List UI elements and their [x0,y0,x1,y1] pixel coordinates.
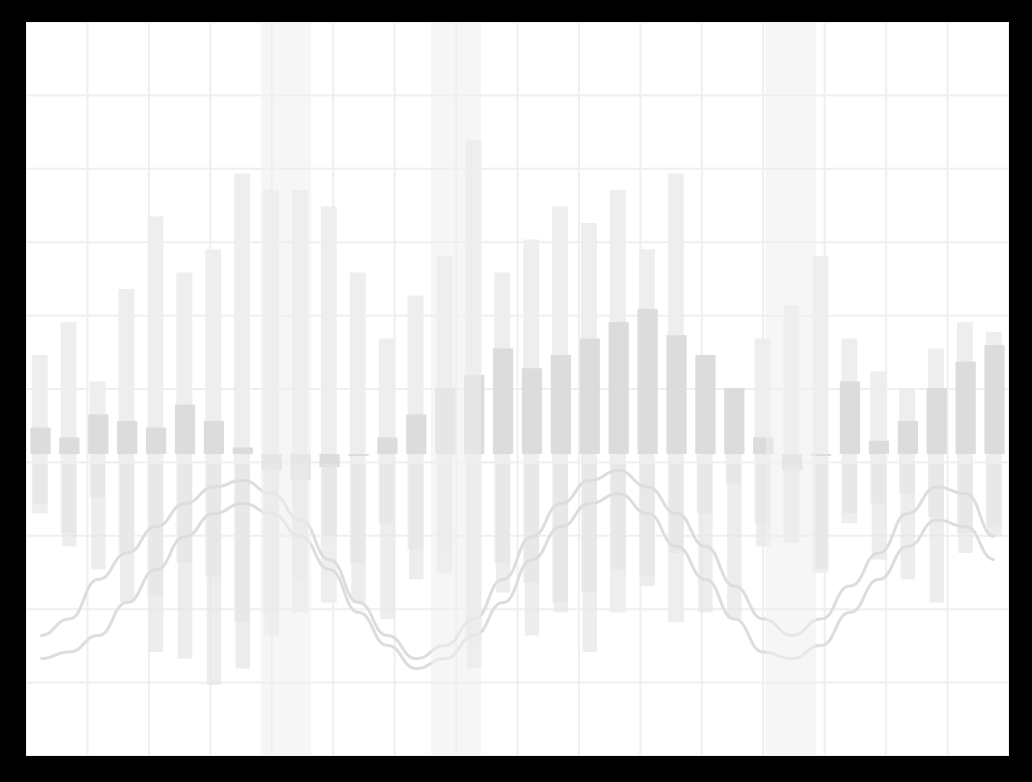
bar-negative [871,464,887,560]
bar [926,388,947,454]
bar [839,381,861,454]
bar-negative [206,464,222,685]
bar [637,308,658,454]
bar-negative [698,464,713,613]
bar [319,454,340,468]
bar-negative [900,464,916,580]
bar-negative [727,464,742,619]
bar [955,361,976,454]
bar-negative [524,464,540,636]
chart-panel [26,22,1009,756]
vertical-band [766,22,816,756]
bar-negative [177,464,193,659]
bar [406,414,427,454]
bar [232,447,253,454]
bar-negative [669,464,684,553]
bar-negative [929,464,944,603]
bar [30,427,51,454]
bar-negative [987,464,1002,537]
bar [666,335,687,454]
vertical-band [431,22,481,756]
bar [377,437,398,454]
wave-curves [40,468,995,671]
bar-negative [640,464,655,586]
bar-negative [33,464,48,504]
bar-negative [351,464,366,603]
bar-negative [148,464,164,652]
bar [59,437,80,454]
vertical-band [261,22,311,756]
bar [203,421,225,454]
bar [984,345,1005,454]
bar-negative [409,464,424,580]
bar-negative [322,464,337,537]
bar-negative [235,464,251,669]
bar [810,454,832,456]
bar [117,421,138,454]
bar [897,421,918,454]
bar [550,355,571,454]
bar-negative [813,464,829,570]
bar [521,368,543,454]
bar [174,404,196,454]
bar [608,322,629,454]
bar [868,440,890,454]
bar-negative [611,464,626,570]
bar [348,454,369,456]
bar [492,348,514,454]
vertical-bands [261,22,816,756]
bar [724,388,745,454]
bar-negative [119,464,135,603]
bar-negative [380,464,395,619]
bar-background [320,206,337,603]
chart-grid [26,22,1009,756]
bar [145,427,167,454]
bar-negative [582,464,598,652]
bar-negative [495,464,511,593]
bar-negative [553,464,569,613]
bar [88,414,109,454]
bar-negative [91,464,106,570]
bar-negative [62,464,77,547]
series-line [40,492,995,671]
bar-chart [26,22,1009,756]
bar [579,338,600,454]
bar-negative [958,464,973,553]
bar-negative [842,464,858,514]
series-line [40,468,995,661]
bar [695,355,716,454]
